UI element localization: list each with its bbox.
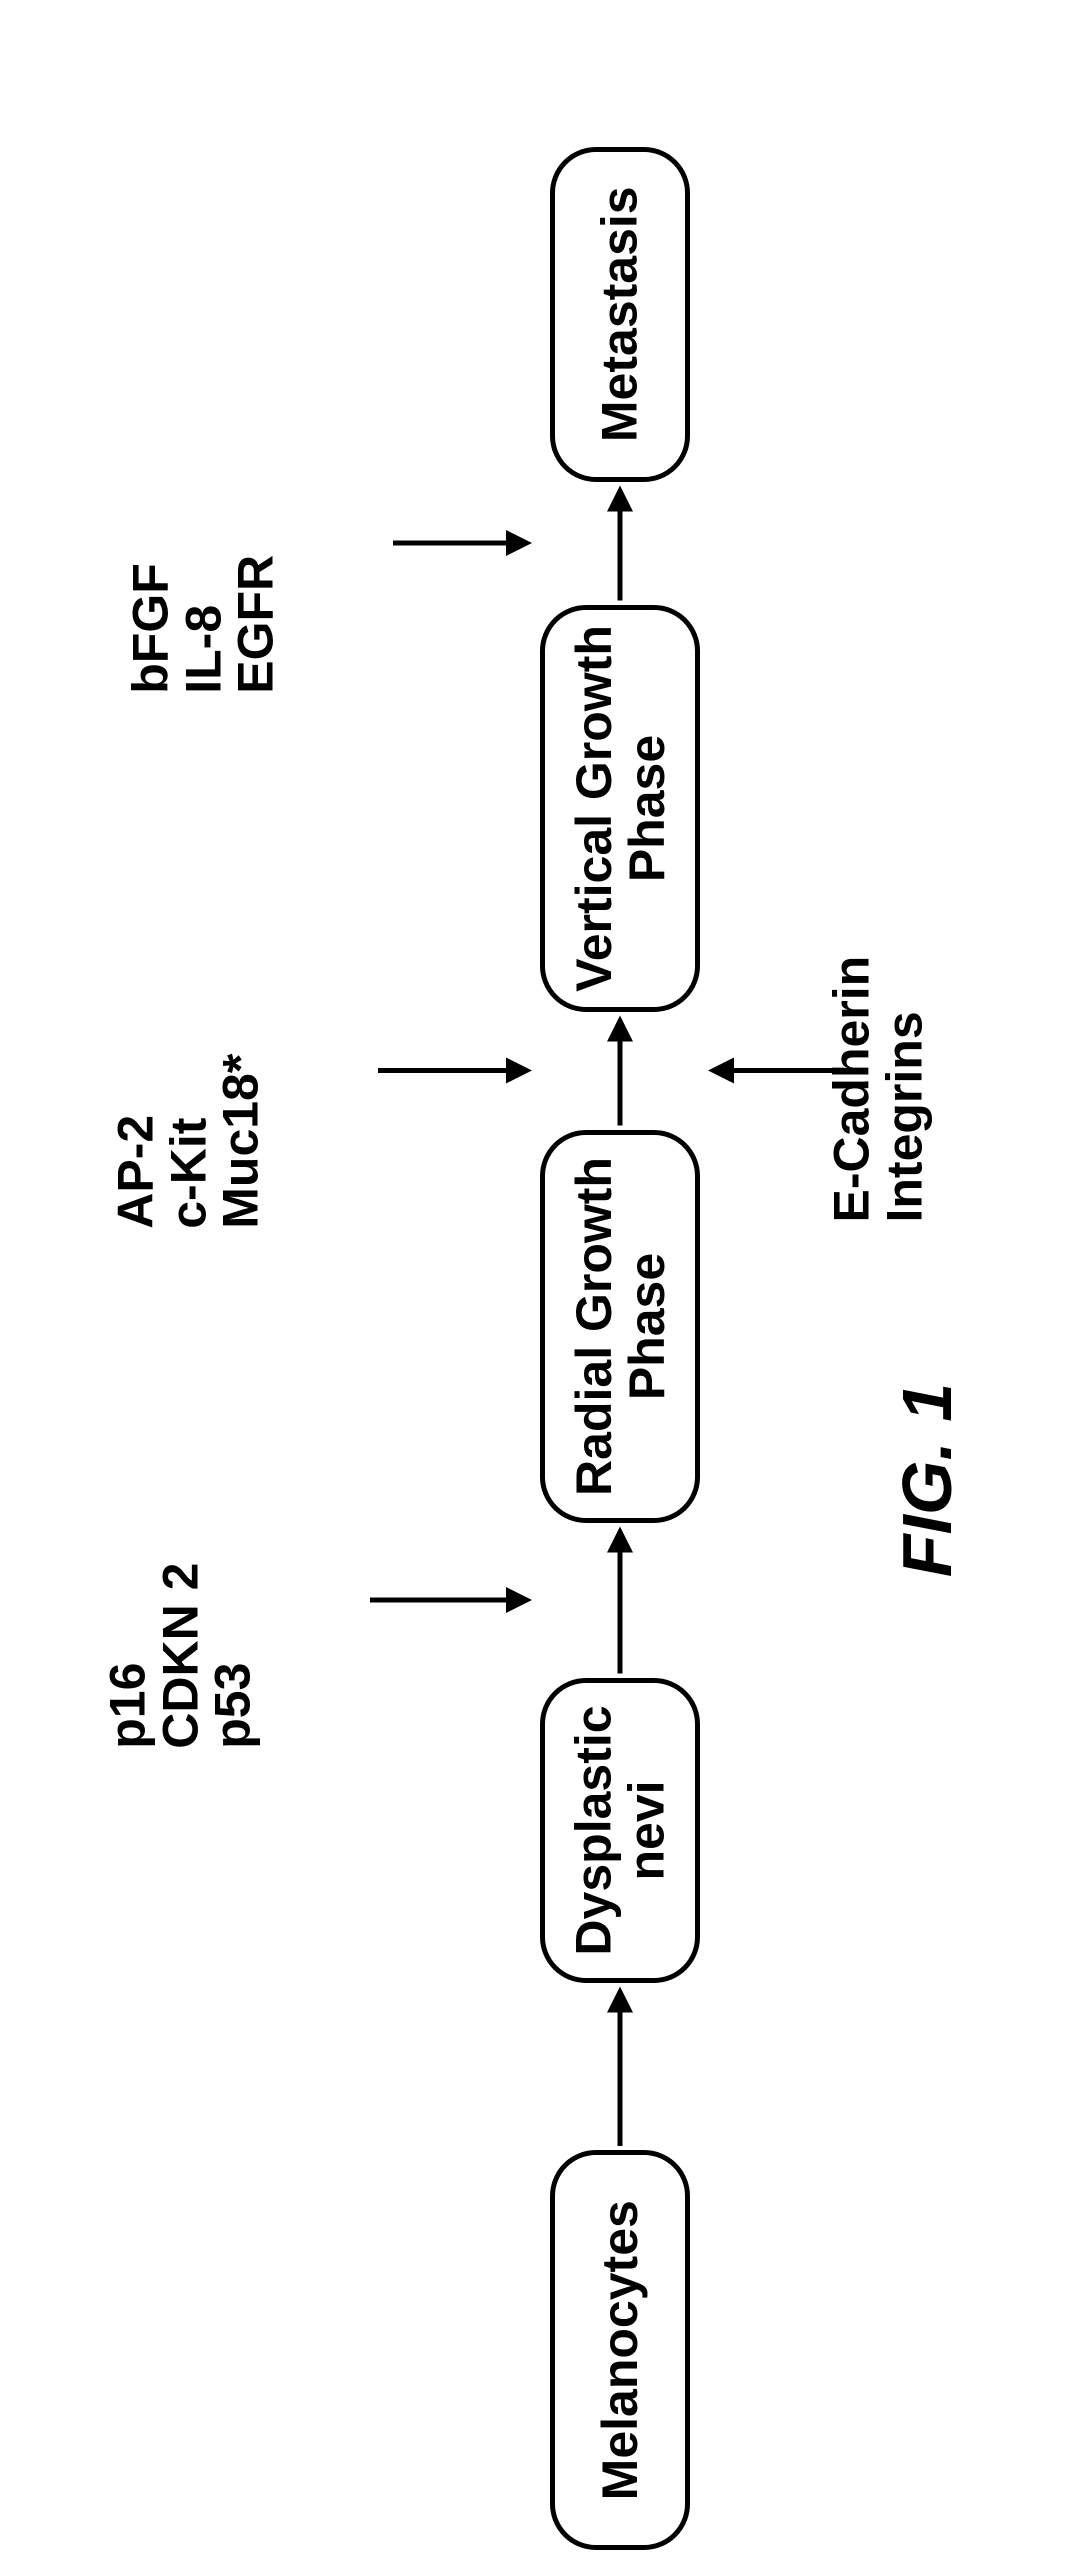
stage-vertical: Vertical Growth Phase (540, 605, 700, 1012)
stage-melanocytes: Melanocytes (550, 2150, 690, 2550)
stage-dysplastic: Dysplastic nevi (540, 1678, 700, 1983)
diagram-overlay: Melanocytes Dysplastic nevi Radial Growth … (0, 0, 1073, 2569)
annotation-ann1: p16 CDKN 2 p53 (101, 1563, 259, 1749)
stage-label: Metastasis (594, 186, 647, 442)
stage-label: Vertical Growth Phase (568, 625, 673, 992)
stage-metastasis: Metastasis (550, 147, 690, 482)
stage-label: Dysplastic nevi (568, 1705, 673, 1955)
stage-label: Melanocytes (594, 2200, 647, 2500)
stage-label: Radial Growth Phase (568, 1157, 673, 1496)
annotation-ann4: bFGF IL-8 EGFR (124, 555, 282, 694)
figure-label: FIG. 1 (887, 1383, 967, 1577)
annotation-ann2: AP-2 c-Kit Muc18* (109, 1054, 267, 1229)
annotation-ann3: E-Cadherin Integrins (826, 956, 931, 1223)
stage-radial: Radial Growth Phase (540, 1130, 700, 1523)
